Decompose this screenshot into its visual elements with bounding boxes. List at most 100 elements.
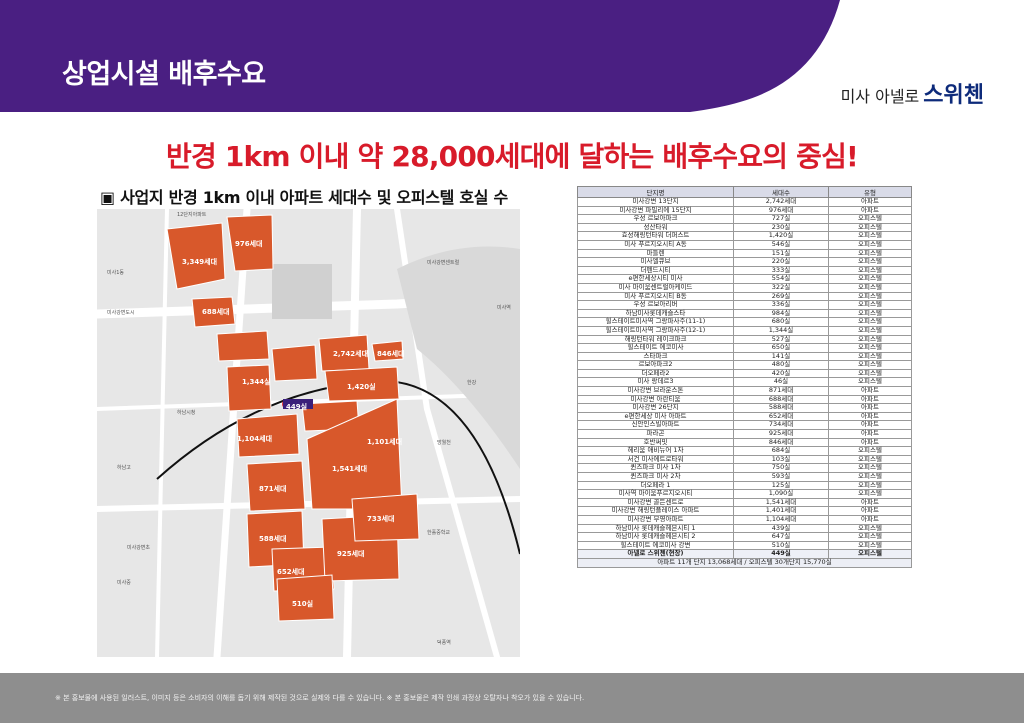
table-cell: 오피스텔 (828, 300, 912, 310)
block-label: 1,104세대 (237, 435, 273, 443)
table-row: 미사강변 골든센트로 1,541세대 아파트 (577, 497, 912, 508)
table-cell: 미사강변 브라운스톤 (577, 386, 734, 396)
table-cell: 미사 푸르지오시티 A동 (577, 239, 734, 250)
table-cell: 925세대 (733, 429, 829, 439)
table-cell: 아파트 (828, 514, 912, 525)
table-cell: 1,090실 (733, 489, 829, 499)
table-cell: 727실 (733, 214, 829, 224)
block-label: 1,420실 (347, 383, 376, 391)
map-label: 미사역 (497, 305, 511, 311)
table-cell: 아파트 (828, 197, 912, 207)
table-row: 파라곤 925세대 아파트 (577, 429, 912, 439)
table-row: 우성 르보아리버 336실 오피스텔 (577, 300, 912, 310)
table-cell: 647실 (733, 532, 829, 542)
header-banner: 상업시설 배후수요 미사 아넬로 스위첸 (0, 0, 1024, 115)
block-label: 1,541세대 (332, 465, 368, 473)
table-cell: 하남미사 롯데캐슬헤븐시티 2 (577, 532, 734, 542)
map-label: 망월천 (437, 440, 451, 446)
block-label: 733세대 (367, 515, 395, 523)
table-cell: 힐스테이트 에코미사 (577, 343, 734, 353)
table-cell: 1,104세대 (733, 514, 829, 525)
table-cell: 힐스테이트미사역 그랑파사주(12-1) (577, 325, 734, 336)
table-cell: 1,344실 (733, 325, 829, 336)
block-label: 925세대 (337, 550, 365, 558)
table-cell: 미사엘큐브 (577, 257, 734, 267)
brand-prefix: 미사 아넬로 (840, 87, 920, 106)
block-label: 976세대 (235, 240, 263, 248)
table-cell: 322실 (733, 282, 829, 293)
block-label: 510실 (292, 600, 314, 608)
header-shape (0, 0, 840, 112)
table-row: 미사강변 해링턴플레이스 아파트 1,401세대 아파트 (577, 506, 912, 516)
table-cell: 아파트 (828, 386, 912, 396)
brand-logo: 미사 아넬로 스위첸 (841, 77, 984, 109)
block-label: 588세대 (259, 535, 287, 543)
table-row: 미사역 마이움푸르지오시티 1,090실 오피스텔 (577, 489, 912, 499)
table-cell: 오피스텔 (828, 239, 912, 250)
table-cell: 오피스텔 (828, 282, 912, 293)
table-cell: 871세대 (733, 386, 829, 396)
table-cell: 우성 르보아리버 (577, 300, 734, 310)
table-cell: 파라곤 (577, 429, 734, 439)
table-row: 아넬로 스위첸(현장) 449실 오피스텔 (577, 549, 912, 559)
map-label: 미사강변센트럴 (427, 260, 460, 266)
table-cell: 593실 (733, 472, 829, 482)
table-cell: 오피스텔 (828, 257, 912, 267)
section-title: ▣ 사업지 반경 1km 이내 아파트 세대수 및 오피스텔 호실 수 (100, 188, 508, 207)
column-header: 단지명 (577, 186, 734, 198)
map-label: 미사1동 (107, 270, 124, 276)
block-label: 2,742세대 (333, 350, 369, 358)
footer-disclaimer: ※ 본 홍보물에 사용된 일러스트, 이미지 등은 소비자의 이해를 돕기 위해… (55, 694, 585, 702)
page-title: 상업시설 배후수요 (62, 59, 266, 90)
table-cell: 오피스텔 (828, 343, 912, 353)
table-cell: 미사강변 13단지 (577, 197, 734, 207)
map-label: 미사강변도시 (107, 310, 135, 316)
table-row: 미사 마이움센트럴아케이드 322실 오피스텔 (577, 282, 912, 293)
table-body: 미사강변 13단지 2,742세대 아파트 미사강변 파밀리에 15단지 976세대 아파… (577, 197, 912, 568)
site-map: 12단지아파트 미사강변센트럴 미사1동 미사역 하남고 미사강변초 미사중 하… (97, 209, 520, 657)
column-header: 유형 (828, 186, 912, 198)
map-label: 한강 (467, 380, 477, 386)
table-row: 미사엘큐브 220실 오피스텔 (577, 257, 912, 267)
table-row: 미사강변 13단지 2,742세대 아파트 (577, 197, 912, 207)
map-label: 미사중 (117, 580, 131, 586)
table-cell: 오피스텔 (828, 472, 912, 482)
table-row: 힐스테이트 에코미사 650실 오피스텔 (577, 343, 912, 353)
table-cell: 오피스텔 (828, 214, 912, 224)
table-cell: 퀸즈파크 미사 2차 (577, 472, 734, 482)
table-total: 아파트 11개 단지 13,068세대 / 오피스텔 30개단지 15,770실 (577, 557, 912, 568)
block-label: 3,349세대 (182, 258, 218, 266)
table-cell: 아파트 (828, 429, 912, 439)
block-label: 449실 (286, 403, 308, 411)
table-row: 우성 르보아파크 727실 오피스텔 (577, 214, 912, 224)
table-row: 미사 푸르지오시티 A동 546실 오피스텔 (577, 239, 912, 250)
table-cell: 546실 (733, 239, 829, 250)
table-row: 미사강변 부영아파트 1,104세대 아파트 (577, 514, 912, 525)
table-cell: 미사강변 부영아파트 (577, 514, 734, 525)
column-header: 세대수 (733, 186, 829, 198)
table-cell: 미사역 마이움푸르지오시티 (577, 489, 734, 499)
map-label: 하남시청 (177, 410, 196, 416)
map-drawing (97, 209, 520, 657)
table-cell: 650실 (733, 343, 829, 353)
block-label: 652세대 (277, 568, 305, 576)
table-cell: 우성 르보아파크 (577, 214, 734, 224)
table-cell: 오피스텔 (828, 325, 912, 336)
brand-name: 스위첸 (923, 83, 984, 108)
table-cell: 오피스텔 (828, 489, 912, 499)
headline: 반경 1km 이내 약 28,000세대에 달하는 배후수요의 중심! (165, 140, 859, 173)
table-cell: 오피스텔 (828, 532, 912, 542)
footer: ※ 본 홍보물에 사용된 일러스트, 이미지 등은 소비자의 이해를 돕기 위해… (0, 673, 1024, 723)
map-label: 하남고 (117, 465, 131, 471)
table-cell: 220실 (733, 257, 829, 267)
map-label: 미사강변초 (127, 545, 151, 551)
table-cell: 2,742세대 (733, 197, 829, 207)
block-label: 846세대 (377, 350, 405, 358)
block-label: 1,344실 (242, 378, 271, 386)
map-label: 12단지아파트 (177, 212, 207, 218)
table-cell: 미사 마이움센트럴아케이드 (577, 282, 734, 293)
map-label: 덕풍역 (437, 640, 451, 646)
table-row: 힐스테이트미사역 그랑파사주(12-1) 1,344실 오피스텔 (577, 325, 912, 336)
table-header-row: 단지명 세대수 유형 (577, 186, 912, 198)
table-total-row: 아파트 11개 단지 13,068세대 / 오피스텔 30개단지 15,770실 (577, 557, 912, 568)
